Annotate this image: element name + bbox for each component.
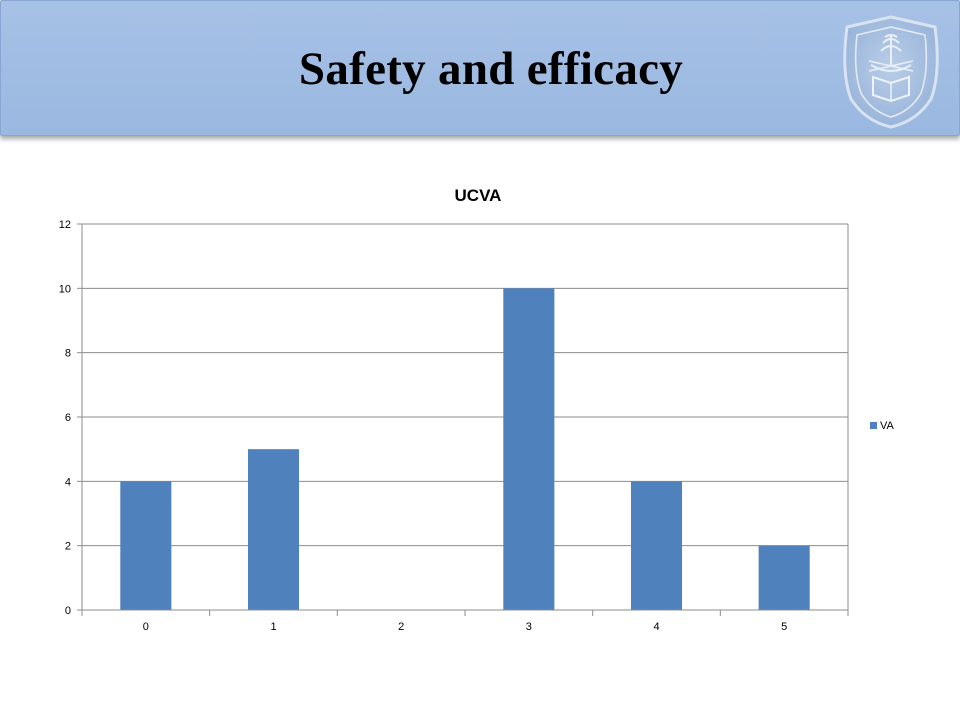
bar-1 [247,449,300,610]
y-tick-label: 4 [65,476,71,488]
y-tick-label: 8 [65,348,71,360]
y-tick-label: 0 [65,605,71,617]
y-tick-label: 2 [65,541,71,553]
y-tick-label: 12 [59,219,71,231]
y-tick-label: 6 [65,412,71,424]
x-tick-label: 5 [781,621,787,633]
y-tick-label: 10 [59,283,71,295]
bar-0 [120,481,172,610]
legend-swatch-va [870,422,877,429]
university-seal-icon [843,15,939,129]
bar-5 [758,545,810,610]
x-tick-label: 4 [653,621,659,633]
x-tick-label: 3 [526,621,532,633]
chart-title: UCVA [455,186,502,205]
x-tick-label: 1 [270,621,276,633]
slide-title: Safety and efficacy [298,43,684,95]
bar-4 [630,481,683,610]
legend-label-va: VA [880,420,895,432]
bar-3 [503,288,555,610]
x-tick-label: 2 [398,621,404,633]
x-tick-label: 0 [143,621,149,633]
title-banner: Safety and efficacy [0,0,960,136]
